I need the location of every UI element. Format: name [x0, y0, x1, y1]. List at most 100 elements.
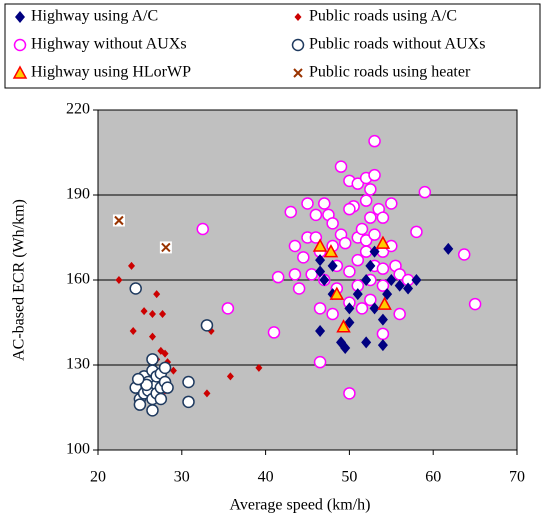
point-cross: [114, 215, 124, 226]
point: [376, 211, 390, 224]
point: [351, 253, 365, 267]
point: [301, 197, 314, 210]
point: [128, 261, 136, 270]
point: [158, 361, 172, 375]
point: [129, 282, 142, 295]
point: [309, 208, 323, 222]
point: [315, 265, 326, 278]
point: [326, 307, 339, 321]
legend-label: Highway without AUXs: [31, 36, 187, 53]
point: [288, 239, 302, 253]
point: [343, 202, 356, 216]
point: [305, 268, 318, 281]
point: [336, 319, 351, 333]
point: [364, 211, 377, 224]
point-cross: [293, 68, 303, 78]
x-tick-label: 30: [174, 469, 190, 486]
point: [292, 282, 306, 295]
legend-label: Public roads using A/C: [309, 8, 457, 25]
point: [148, 310, 156, 318]
legend-marker: [292, 67, 304, 79]
point: [411, 274, 422, 286]
point: [131, 372, 145, 386]
legend-marker: [12, 65, 28, 79]
x-tick-label: 40: [258, 469, 274, 486]
point: [318, 197, 331, 210]
point: [115, 276, 123, 284]
point: [182, 395, 195, 409]
point: [154, 392, 168, 406]
point: [369, 302, 380, 315]
point: [375, 235, 391, 249]
point: [309, 231, 323, 244]
point: [148, 332, 156, 341]
legend-label: Public roads using heater: [309, 64, 471, 81]
point: [364, 183, 377, 196]
point: [146, 404, 159, 417]
point: [153, 290, 161, 299]
point: [468, 297, 482, 311]
point: [221, 302, 235, 315]
point: [146, 353, 159, 366]
point: [410, 225, 423, 239]
point: [457, 248, 471, 261]
point: [312, 238, 328, 252]
point: [161, 381, 174, 394]
point-cross: [161, 242, 171, 253]
y-tick-label: 220: [66, 101, 90, 118]
point: [377, 339, 388, 352]
legend-marker: [15, 11, 25, 23]
y-axis-label: AC-based ECR (Wh/km): [11, 199, 28, 361]
x-tick-label: 50: [341, 469, 357, 486]
plot-frame: [97, 109, 518, 451]
point: [200, 319, 214, 332]
y-tick-label: 160: [66, 271, 90, 288]
point: [376, 262, 390, 275]
point: [338, 236, 352, 250]
point: [418, 185, 432, 199]
point: [377, 313, 388, 326]
point: [343, 265, 356, 278]
x-tick-label: 20: [90, 469, 106, 486]
point: [355, 302, 369, 315]
point: [271, 270, 285, 284]
point: [351, 177, 365, 190]
point: [288, 268, 302, 281]
point: [343, 387, 356, 400]
legend-box: [4, 3, 541, 89]
y-tick-label: 130: [66, 356, 90, 373]
point: [319, 274, 330, 286]
point: [203, 389, 211, 398]
point: [364, 293, 377, 307]
point: [377, 296, 392, 310]
point: [315, 254, 326, 267]
point: [340, 342, 351, 354]
point: [334, 160, 348, 173]
y-tick-label: 100: [66, 441, 90, 458]
point: [386, 274, 397, 286]
point: [365, 259, 376, 272]
point: [376, 279, 390, 292]
point: [159, 310, 167, 318]
point: [313, 302, 327, 315]
point: [133, 398, 147, 411]
point: [159, 241, 172, 254]
point: [129, 327, 137, 335]
point: [161, 349, 169, 358]
point: [226, 372, 234, 381]
point: [267, 326, 281, 339]
point: [359, 194, 373, 207]
point: [352, 288, 363, 301]
x-tick-label: 70: [509, 469, 525, 486]
legend-marker: [291, 38, 305, 52]
point: [255, 363, 263, 372]
point: [376, 327, 390, 341]
point: [112, 214, 125, 227]
point: [284, 205, 297, 219]
point: [368, 228, 381, 241]
point: [196, 222, 209, 236]
x-axis-label: Average speed (km/h): [230, 497, 371, 514]
point: [326, 217, 339, 230]
legend-label: Public roads without AUXs: [309, 36, 485, 53]
